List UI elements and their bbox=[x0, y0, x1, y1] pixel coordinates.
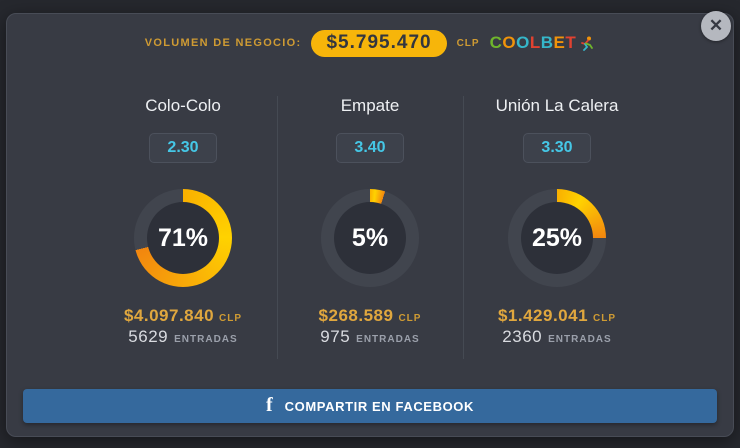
betting-volume-modal: VOLUMEN DE NEGOCIO: $5.795.470 CLP COOLB… bbox=[6, 13, 734, 437]
total-amount-badge: $5.795.470 bbox=[311, 29, 447, 57]
header-currency-label: CLP bbox=[456, 37, 480, 49]
entries-count: 975 bbox=[320, 327, 351, 346]
amount-currency-label: CLP bbox=[398, 313, 422, 324]
team-name: Unión La Calera bbox=[495, 96, 619, 115]
close-button[interactable]: ✕ bbox=[701, 11, 731, 41]
entries-row: 5629 ENTRADAS bbox=[128, 327, 238, 346]
amount-currency-label: CLP bbox=[593, 313, 617, 324]
entries-label: ENTRADAS bbox=[356, 334, 420, 345]
bet-amount: $4.097.840 bbox=[123, 306, 215, 325]
amount-row: $1.429.041 CLP bbox=[497, 306, 617, 325]
volume-label: VOLUMEN DE NEGOCIO: bbox=[144, 37, 302, 49]
share-facebook-button[interactable]: f COMPARTIR EN FACEBOOK bbox=[23, 389, 717, 423]
percent-label: 71% bbox=[157, 223, 209, 252]
column-empate: Empate 3.40 5% $268.589 CLP 975 ENTRADAS bbox=[276, 96, 464, 359]
share-facebook-label: COMPARTIR EN FACEBOOK bbox=[284, 398, 474, 414]
odds-button-colo-colo[interactable]: 2.30 bbox=[149, 133, 217, 163]
percent-label: 25% bbox=[531, 223, 583, 252]
outcome-columns: Colo-Colo 2.30 71% $4.097.840 CLP 5629 E… bbox=[7, 96, 733, 359]
coolbet-logo-letters: COOLBET bbox=[489, 33, 577, 52]
donut-chart-union-la-calera: 25% bbox=[508, 189, 606, 287]
amount-row: $4.097.840 CLP bbox=[123, 306, 243, 325]
volume-header: VOLUMEN DE NEGOCIO: $5.795.470 CLP COOLB… bbox=[7, 28, 733, 58]
amount-row: $268.589 CLP bbox=[318, 306, 422, 325]
bet-amount: $1.429.041 bbox=[497, 306, 589, 325]
odds-button-empate[interactable]: 3.40 bbox=[336, 133, 404, 163]
runner-icon bbox=[578, 36, 595, 51]
amount-currency-label: CLP bbox=[219, 313, 243, 324]
donut-chart-colo-colo: 71% bbox=[134, 189, 232, 287]
entries-count: 5629 bbox=[128, 327, 169, 346]
entries-label: ENTRADAS bbox=[548, 334, 612, 345]
entries-row: 2360 ENTRADAS bbox=[502, 327, 612, 346]
entries-label: ENTRADAS bbox=[174, 334, 238, 345]
donut-chart-empate: 5% bbox=[321, 189, 419, 287]
team-name: Colo-Colo bbox=[145, 96, 221, 115]
team-name: Empate bbox=[340, 96, 400, 115]
close-icon: ✕ bbox=[708, 15, 724, 35]
percent-label: 5% bbox=[351, 223, 389, 252]
entries-count: 2360 bbox=[502, 327, 543, 346]
odds-button-union-la-calera[interactable]: 3.30 bbox=[523, 133, 591, 163]
coolbet-logo: COOLBET bbox=[490, 33, 596, 53]
column-union-la-calera: Unión La Calera 3.30 25% $1.429.041 CLP … bbox=[464, 96, 651, 359]
column-colo-colo: Colo-Colo 2.30 71% $4.097.840 CLP 5629 E… bbox=[90, 96, 277, 359]
entries-row: 975 ENTRADAS bbox=[320, 327, 420, 346]
facebook-icon: f bbox=[266, 394, 273, 416]
bet-amount: $268.589 bbox=[318, 306, 394, 325]
